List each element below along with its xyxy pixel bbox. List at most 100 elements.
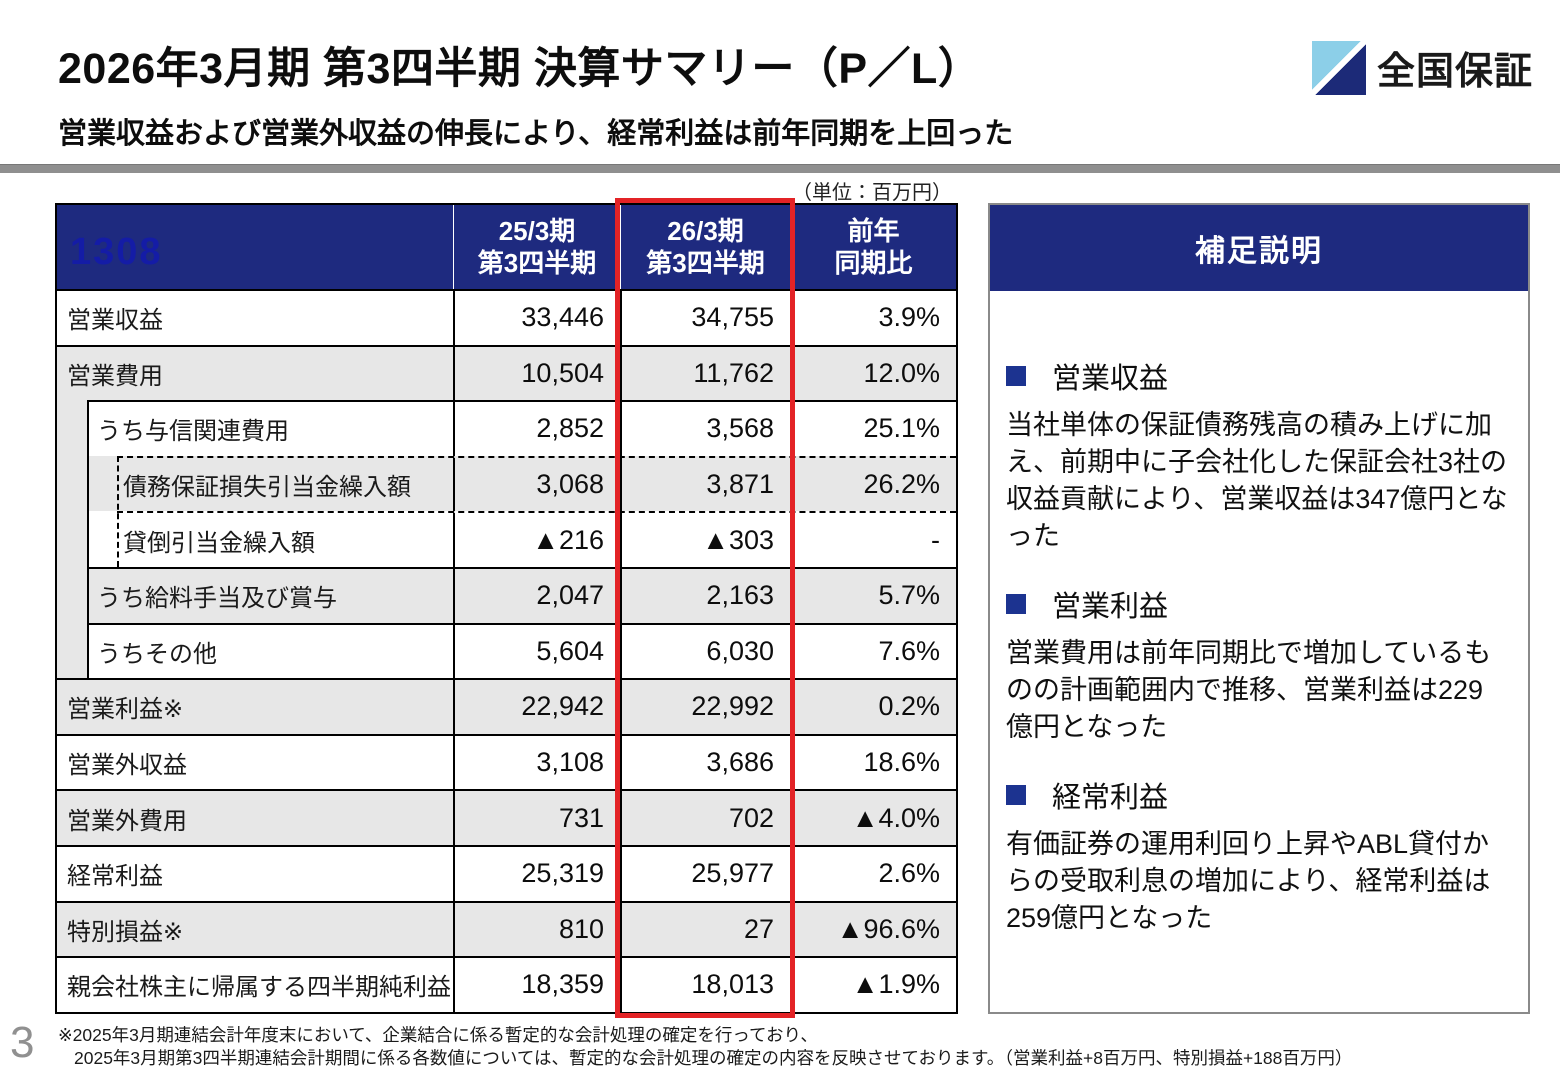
row-value-curr: 11,762 xyxy=(620,346,790,401)
table-row: 営業収益 33,446 34,755 3.9% xyxy=(57,289,956,345)
notes-section-heading: 営業収益 xyxy=(1006,355,1510,397)
pl-table-header: 1308 25/3期 第3四半期 26/3期 第3四半期 前年 同期比 xyxy=(57,205,956,289)
row-value-yoy: ▲4.0% xyxy=(790,791,956,845)
header-cell-item: 1308 xyxy=(57,205,453,289)
unit-label: （単位：百万円） xyxy=(792,182,952,204)
page-title: 2026年3月期 第3四半期 決算サマリー（P／L） xyxy=(58,45,982,93)
row-value-curr: 3,568 xyxy=(620,402,790,456)
header-cell-prev-period: 25/3期 第3四半期 xyxy=(453,205,620,289)
row-value-prev: 18,359 xyxy=(453,958,620,1012)
row-value-curr: 2,163 xyxy=(620,568,790,623)
row-value-yoy: ▲1.9% xyxy=(790,958,956,1012)
company-logo: 全国保証 xyxy=(1312,40,1533,95)
row-value-prev: 3,068 xyxy=(453,457,620,512)
notes-panel-body: 営業収益 当社単体の保証債務残高の積み上げに加え、前期中に子会社化した保証会社3… xyxy=(990,291,1528,937)
row-value-curr: 25,977 xyxy=(620,846,790,901)
table-row: 営業利益※ 22,942 22,992 0.2% xyxy=(57,678,956,734)
row-value-curr: 6,030 xyxy=(620,624,790,679)
footnote: ※2025年3月期連結会計年度末において、企業結合に係る暫定的な会計処理の確定を… xyxy=(58,1024,1352,1070)
row-value-curr: 22,992 xyxy=(620,680,790,734)
pl-table: 1308 25/3期 第3四半期 26/3期 第3四半期 前年 同期比 営業収益… xyxy=(55,203,958,1014)
row-label: うち与信関連費用 xyxy=(97,418,289,446)
row-value-prev: 22,942 xyxy=(453,680,620,734)
page-subtitle: 営業収益および営業外収益の伸長により、経常利益は前年同期を上回った xyxy=(58,118,1014,150)
table-row: 営業費用 10,504 11,762 12.0% xyxy=(57,344,956,401)
notes-panel-title: 補足説明 xyxy=(990,205,1528,291)
row-label: 営業費用 xyxy=(67,362,163,390)
table-row: 親会社株主に帰属する四半期純利益 18,359 18,013 ▲1.9% xyxy=(57,956,956,1012)
row-value-yoy: 2.6% xyxy=(790,846,956,901)
watermark-code: 1308 xyxy=(70,231,163,273)
row-value-yoy: 25.1% xyxy=(790,402,956,456)
row-value-prev: 10,504 xyxy=(453,346,620,401)
row-label: 親会社株主に帰属する四半期純利益 xyxy=(67,974,451,1002)
bullet-square-icon xyxy=(1006,594,1026,614)
row-value-prev: 2,047 xyxy=(453,568,620,623)
row-value-yoy: 26.2% xyxy=(790,457,956,512)
table-row: うち給料手当及び賞与 2,047 2,163 5.7% xyxy=(57,566,956,623)
row-value-yoy: 18.6% xyxy=(790,735,956,790)
row-label: 経常利益 xyxy=(67,863,163,891)
row-label: 特別損益※ xyxy=(67,918,184,946)
notes-section-body: 有価証券の運用利回り上昇やABL貸付からの受取利息の増加により、経常利益は259… xyxy=(1006,829,1491,933)
notes-section-body: 営業費用は前年同期比で増加しているものの計画範囲内で推移、営業利益は229億円と… xyxy=(1006,638,1492,742)
notes-section-heading-text: 経常利益 xyxy=(1052,782,1169,814)
row-value-curr: 3,871 xyxy=(620,457,790,512)
row-value-curr: 18,013 xyxy=(620,958,790,1012)
row-value-prev: 5,604 xyxy=(453,624,620,679)
row-value-curr: 27 xyxy=(620,902,790,957)
notes-section-heading-text: 営業利益 xyxy=(1052,591,1169,623)
logo-text: 全国保証 xyxy=(1377,51,1534,93)
title-divider xyxy=(0,164,1560,173)
row-value-curr: 3,686 xyxy=(620,735,790,790)
row-value-yoy: 0.2% xyxy=(790,680,956,734)
row-value-yoy: ▲96.6% xyxy=(790,902,956,957)
row-value-prev: 3,108 xyxy=(453,735,620,790)
row-value-curr: 702 xyxy=(620,791,790,845)
row-value-prev: 731 xyxy=(453,791,620,845)
row-value-yoy: - xyxy=(790,513,956,567)
header-cell-yoy: 前年 同期比 xyxy=(790,205,956,289)
table-row: うちその他 5,604 6,030 7.6% xyxy=(57,623,956,679)
table-row: 営業外費用 731 702 ▲4.0% xyxy=(57,789,956,845)
row-value-prev: 33,446 xyxy=(453,291,620,345)
table-row: 特別損益※ 810 27 ▲96.6% xyxy=(57,900,956,957)
notes-section: 営業収益 当社単体の保証債務残高の積み上げに加え、前期中に子会社化した保証会社3… xyxy=(1006,355,1510,555)
row-value-yoy: 3.9% xyxy=(790,291,956,345)
row-label: 営業外収益 xyxy=(67,752,187,780)
notes-section: 営業利益 営業費用は前年同期比で増加しているものの計画範囲内で推移、営業利益は2… xyxy=(1006,583,1510,746)
row-label: 営業外費用 xyxy=(67,807,187,835)
row-value-curr: ▲303 xyxy=(620,513,790,567)
table-row: 貸倒引当金繰入額 ▲216 ▲303 - xyxy=(57,511,956,567)
footnote-line1: ※2025年3月期連結会計年度末において、企業結合に係る暫定的な会計処理の確定を… xyxy=(58,1025,818,1045)
row-label: 営業利益※ xyxy=(67,696,184,724)
row-value-yoy: 12.0% xyxy=(790,346,956,401)
notes-section-heading: 営業利益 xyxy=(1006,583,1510,625)
table-row: 債務保証損失引当金繰入額 3,068 3,871 26.2% xyxy=(57,455,956,512)
row-label: 貸倒引当金繰入額 xyxy=(123,529,315,557)
table-row: 営業外収益 3,108 3,686 18.6% xyxy=(57,733,956,790)
row-label: 債務保証損失引当金繰入額 xyxy=(123,474,411,502)
table-row: 経常利益 25,319 25,977 2.6% xyxy=(57,844,956,901)
bullet-square-icon xyxy=(1006,785,1026,805)
row-value-curr: 34,755 xyxy=(620,291,790,345)
notes-panel: 補足説明 営業収益 当社単体の保証債務残高の積み上げに加え、前期中に子会社化した… xyxy=(988,203,1530,1014)
notes-section-heading-text: 営業収益 xyxy=(1052,363,1169,395)
notes-section-body: 当社単体の保証債務残高の積み上げに加え、前期中に子会社化した保証会社3社の収益貢… xyxy=(1006,410,1508,551)
row-label: 営業収益 xyxy=(67,307,163,335)
row-value-prev: 810 xyxy=(453,902,620,957)
page-number: 3 xyxy=(10,1018,35,1067)
notes-section-heading: 経常利益 xyxy=(1006,774,1510,816)
row-value-prev: ▲216 xyxy=(453,513,620,567)
pl-table-body: 営業収益 33,446 34,755 3.9% 営業費用 10,504 11,7… xyxy=(57,289,956,1012)
footnote-line2: 2025年3月期第3四半期連結会計期間に係る各数値については、暫定的な会計処理の… xyxy=(74,1048,1353,1068)
logo-mark-icon xyxy=(1312,40,1366,95)
row-label: うちその他 xyxy=(97,640,217,668)
row-label: うち給料手当及び賞与 xyxy=(97,585,337,613)
row-value-yoy: 7.6% xyxy=(790,624,956,679)
notes-section: 経常利益 有価証券の運用利回り上昇やABL貸付からの受取利息の増加により、経常利… xyxy=(1006,774,1510,937)
row-value-yoy: 5.7% xyxy=(790,568,956,623)
row-value-prev: 2,852 xyxy=(453,402,620,456)
bullet-square-icon xyxy=(1006,366,1026,386)
